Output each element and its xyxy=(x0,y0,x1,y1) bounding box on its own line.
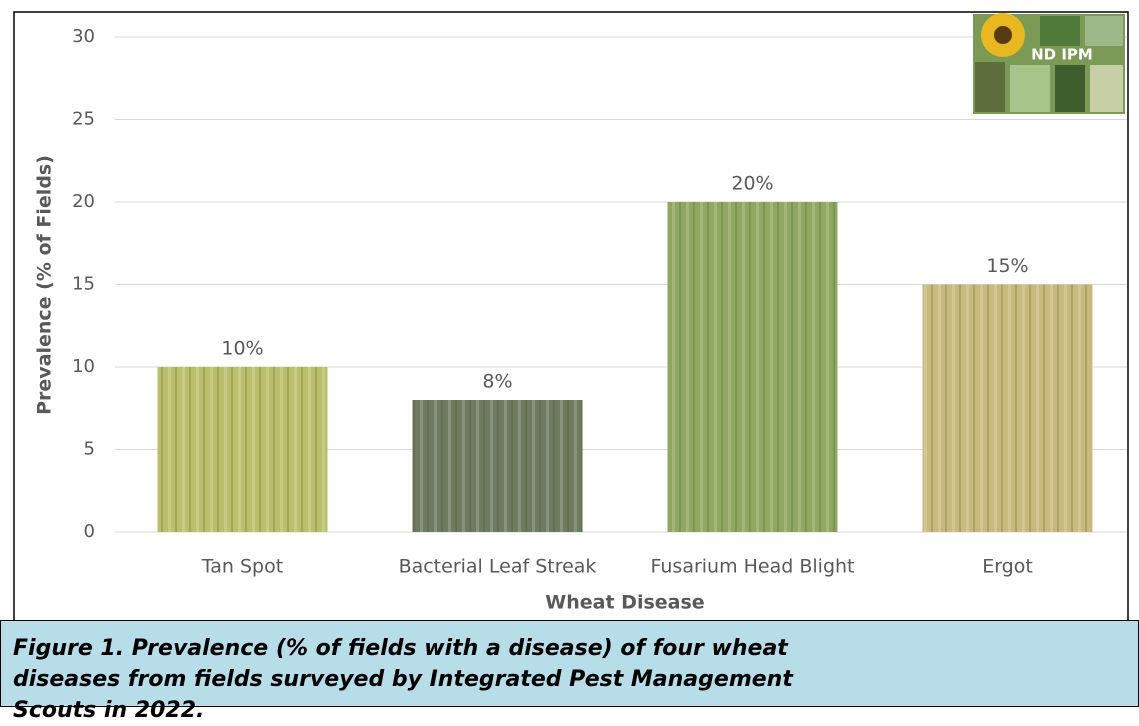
page: {"chart_data": {"type": "bar", "categori… xyxy=(0,0,1139,707)
logo-text: ND IPM xyxy=(1031,46,1093,64)
data-label: 10% xyxy=(221,338,263,360)
x-tick-label: Bacterial Leaf Streak xyxy=(399,556,597,578)
y-tick-label: 30 xyxy=(72,26,95,47)
y-tick-label: 0 xyxy=(84,521,95,542)
data-label: 8% xyxy=(482,371,512,393)
bar-texture xyxy=(158,367,328,532)
x-axis-title: Wheat Disease xyxy=(545,592,704,614)
y-tick-label: 25 xyxy=(72,109,95,130)
data-label: 15% xyxy=(986,255,1028,277)
y-tick-label: 20 xyxy=(72,191,95,212)
chart: Prevalence (% of Fields) Wheat Disease 0… xyxy=(0,0,1139,621)
y-axis-title: Prevalence (% of Fields) xyxy=(34,155,56,415)
caption: Figure 1. Prevalence (% of fields with a… xyxy=(13,633,843,726)
bar-texture xyxy=(668,202,838,532)
y-tick-label: 15 xyxy=(72,274,95,295)
y-tick-label: 10 xyxy=(72,356,95,377)
caption-box: Figure 1. Prevalence (% of fields with a… xyxy=(0,620,1139,707)
x-tick-label: Fusarium Head Blight xyxy=(650,556,854,578)
x-tick-label: Ergot xyxy=(982,556,1033,578)
y-tick-label: 5 xyxy=(84,439,95,460)
data-label: 20% xyxy=(731,173,773,195)
logo: ND IPM xyxy=(973,13,1125,114)
x-tick-label: Tan Spot xyxy=(201,556,283,578)
bar-texture xyxy=(923,285,1093,533)
bar-texture xyxy=(413,400,583,532)
